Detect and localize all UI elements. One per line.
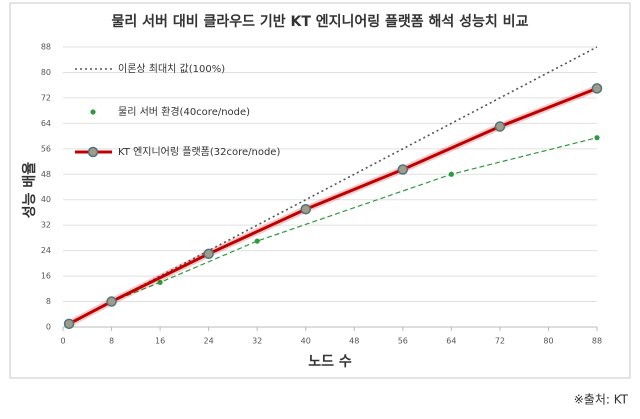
marker (106, 296, 117, 307)
x-tick-label: 80 (543, 337, 553, 346)
source: ※출처: KT (574, 393, 629, 407)
y-tick-label: 72 (41, 93, 51, 102)
y-tick-label: 80 (41, 68, 51, 77)
marker (494, 121, 506, 132)
y-tick-label: 16 (41, 272, 51, 281)
x-tick-label: 72 (495, 337, 505, 346)
y-tick-label: 32 (41, 221, 51, 230)
legend-marker (87, 146, 99, 158)
y-tick-label: 88 (41, 43, 51, 52)
y-axis-label: 성능 배율 (21, 162, 38, 219)
chart-title: 물리 서버 대비 클라우드 기반 KT 엔지니어링 플랫폼 해석 성능치 비교 (112, 13, 529, 30)
marker (157, 279, 163, 286)
x-tick-label: 8 (109, 337, 114, 346)
legend-label: KT 엔지니어링 플랫폼(32core/node) (118, 146, 280, 158)
y-tick-label: 64 (41, 119, 51, 128)
marker (397, 164, 409, 175)
marker (591, 83, 603, 94)
marker (300, 204, 311, 215)
x-tick-label: 40 (301, 337, 311, 346)
marker (63, 318, 75, 330)
legend-label: 물리 서버 환경(40core/node) (118, 105, 250, 118)
y-tick-label: 24 (41, 246, 51, 255)
x-tick-label: 56 (398, 337, 408, 346)
y-tick-label: 56 (41, 144, 51, 153)
x-tick-label: 32 (252, 337, 262, 346)
marker (203, 248, 214, 260)
chart-frame (9, 2, 631, 379)
x-tick-label: 48 (349, 337, 359, 346)
y-tick-label: 8 (46, 297, 51, 306)
x-tick-label: 16 (155, 337, 165, 346)
legend-label: 이론상 최대치 값(100%) (118, 63, 225, 75)
marker (254, 238, 260, 244)
marker (594, 135, 600, 141)
y-tick-label: 0 (46, 323, 51, 332)
x-tick-label: 88 (592, 337, 602, 346)
x-axis-label: 노드 수 (308, 354, 352, 370)
x-tick-label: 24 (204, 337, 214, 346)
series-line (68, 46, 598, 325)
marker (448, 171, 454, 177)
y-tick-label: 48 (41, 170, 51, 179)
legend-marker (90, 109, 96, 115)
x-tick-label: 64 (446, 337, 456, 346)
series-line (68, 137, 598, 325)
x-tick-label: 0 (60, 337, 65, 346)
y-tick-label: 40 (41, 195, 51, 204)
